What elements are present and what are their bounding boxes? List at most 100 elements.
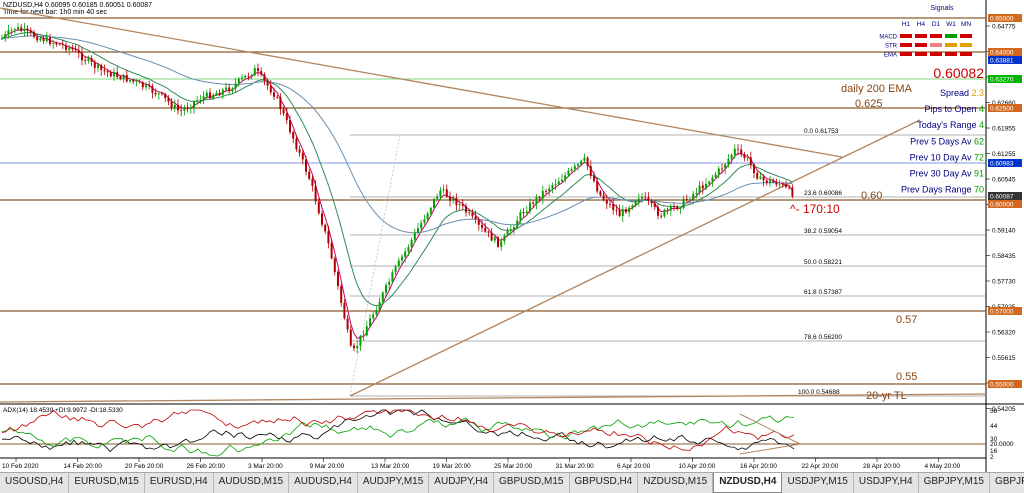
candle-body [657,207,659,216]
candle-body [141,82,144,88]
horizontal-levels[interactable] [0,17,986,385]
tab-eurusd-m15[interactable]: EURUSD,M15 [69,473,145,493]
info-row-label: Prev 10 Day Av [910,152,974,162]
price-tag-label: 0.62500 [990,106,1014,113]
candle-body [634,201,637,206]
candle-body [669,206,672,211]
tab-audjpy-m15[interactable]: AUDJPY,M15 [358,473,430,493]
fib-label-0: 0.0 0.61753 [804,128,839,135]
candle-body [77,50,80,53]
countdown-text: ^- 170:10 [790,202,840,216]
candle-body [561,179,563,182]
candle-body [58,44,61,45]
candle-body [372,314,375,319]
candle-body [330,243,333,259]
candle-body [356,345,359,349]
candle-body [289,120,291,133]
info-row-value: 62 [974,136,984,146]
tab-nzdusd-m15[interactable]: NZDUSD,M15 [638,473,714,493]
tab-gbpjpy-m15[interactable]: GBPJPY,M15 [919,473,990,493]
20yr-trendline[interactable] [0,393,987,403]
time-axis-label: 19 Mar 20:00 [433,463,472,470]
candle-body [676,206,679,210]
tab-usousd-h4[interactable]: USOUSD,H4 [0,473,70,493]
candle-body [359,335,362,346]
time-axis-label: 13 Mar 20:00 [371,463,410,470]
candle-body [193,101,195,108]
price-axis-label: 0.54205 [992,406,1016,413]
price-tag [988,192,1022,200]
candle-body [679,207,682,210]
candle-body [452,198,455,201]
info-row-label: Spread [940,88,972,98]
candle-body [420,222,423,229]
descending-trendline[interactable] [0,7,843,158]
candle-body [554,184,557,186]
candle-body [276,96,279,98]
price-axis-label: 0.61255 [992,151,1016,158]
tab-nzdusd-h4[interactable]: NZDUSD,H4 [713,473,783,493]
info-row: Prev 10 Day Av 72 [910,152,984,162]
price-axis-label: 0.59140 [992,228,1016,235]
ascending-trendline[interactable] [349,119,921,397]
candle-body [221,89,224,95]
tab-gbpjpy-h4[interactable]: GBPJPY,H4 [990,473,1024,493]
adx-subwindow[interactable]: ADX(14) 18.4539 +DI:9.9972 -DI:18.5330 5… [0,407,1014,461]
candle-body [103,69,106,72]
tab-usdjpy-h4[interactable]: USDJPY,H4 [854,473,919,493]
candle-body [109,72,112,77]
fib-label-500: 50.0 0.58221 [804,259,842,266]
candle-body [170,101,173,108]
info-row-value: 2.3 [971,88,984,98]
candle-body [653,203,656,208]
fib-diagonal[interactable] [349,134,401,397]
adx-axis-label: 2 [990,454,994,461]
candle-body [116,72,119,77]
adx-triangle-lower[interactable] [739,443,801,455]
info-row-value: 91 [974,169,984,179]
candle-body [145,85,147,88]
tab-audusd-h4[interactable]: AUDUSD,H4 [289,473,358,493]
candle-body [167,98,170,102]
price-chart[interactable]: NZDUSD,H4 0.60095 0.60185 0.60051 0.6008… [0,0,1024,472]
fibonacci-retracement[interactable]: 0.0 0.61753 23.6 0.60086 38.2 0.59054 50… [349,128,986,397]
info-row: Prev 30 Day Av 91 [910,169,984,179]
candle-body [263,74,266,81]
candle-body [583,157,586,161]
candle-body [484,227,487,232]
tab-usdjpy-m15[interactable]: USDJPY,M15 [782,473,854,493]
tab-audjpy-h4[interactable]: AUDJPY,H4 [429,473,495,493]
tab-gbpusd-h4[interactable]: GBPUSD,H4 [570,473,639,493]
adx-triangle-upper[interactable] [739,413,801,445]
adx-minus-di-line [1,409,795,451]
time-axis-label: 9 Mar 20:00 [310,463,345,470]
moving-averages [1,28,793,339]
candle-body [778,184,781,186]
candle-body [746,157,749,159]
signal-indicator [900,52,912,56]
signal-indicator [915,43,927,47]
signal-timeframe-label: D1 [932,21,941,28]
candlesticks[interactable] [1,22,794,354]
candle-body [439,190,442,197]
candle-body [135,81,138,83]
info-row-value: 4 [979,104,984,114]
tab-gbpusd-m15[interactable]: GBPUSD,M15 [494,473,570,493]
candle-body [487,231,490,233]
candle-body [599,191,602,196]
candle-body [305,159,307,172]
time-axis-label: 22 Apr 20:00 [802,463,839,470]
candle-body [1,38,3,40]
candle-body [52,43,55,45]
info-row: Prev Days Range 70 [901,185,984,195]
candle-body [698,185,701,193]
tab-audusd-m15[interactable]: AUDUSD,M15 [214,473,290,493]
candle-body [285,113,288,121]
candle-body [436,196,439,199]
candle-body [647,197,650,201]
trendlines[interactable] [0,7,987,403]
tab-eurusd-h4[interactable]: EURUSD,H4 [145,473,214,493]
candle-body [340,285,343,303]
